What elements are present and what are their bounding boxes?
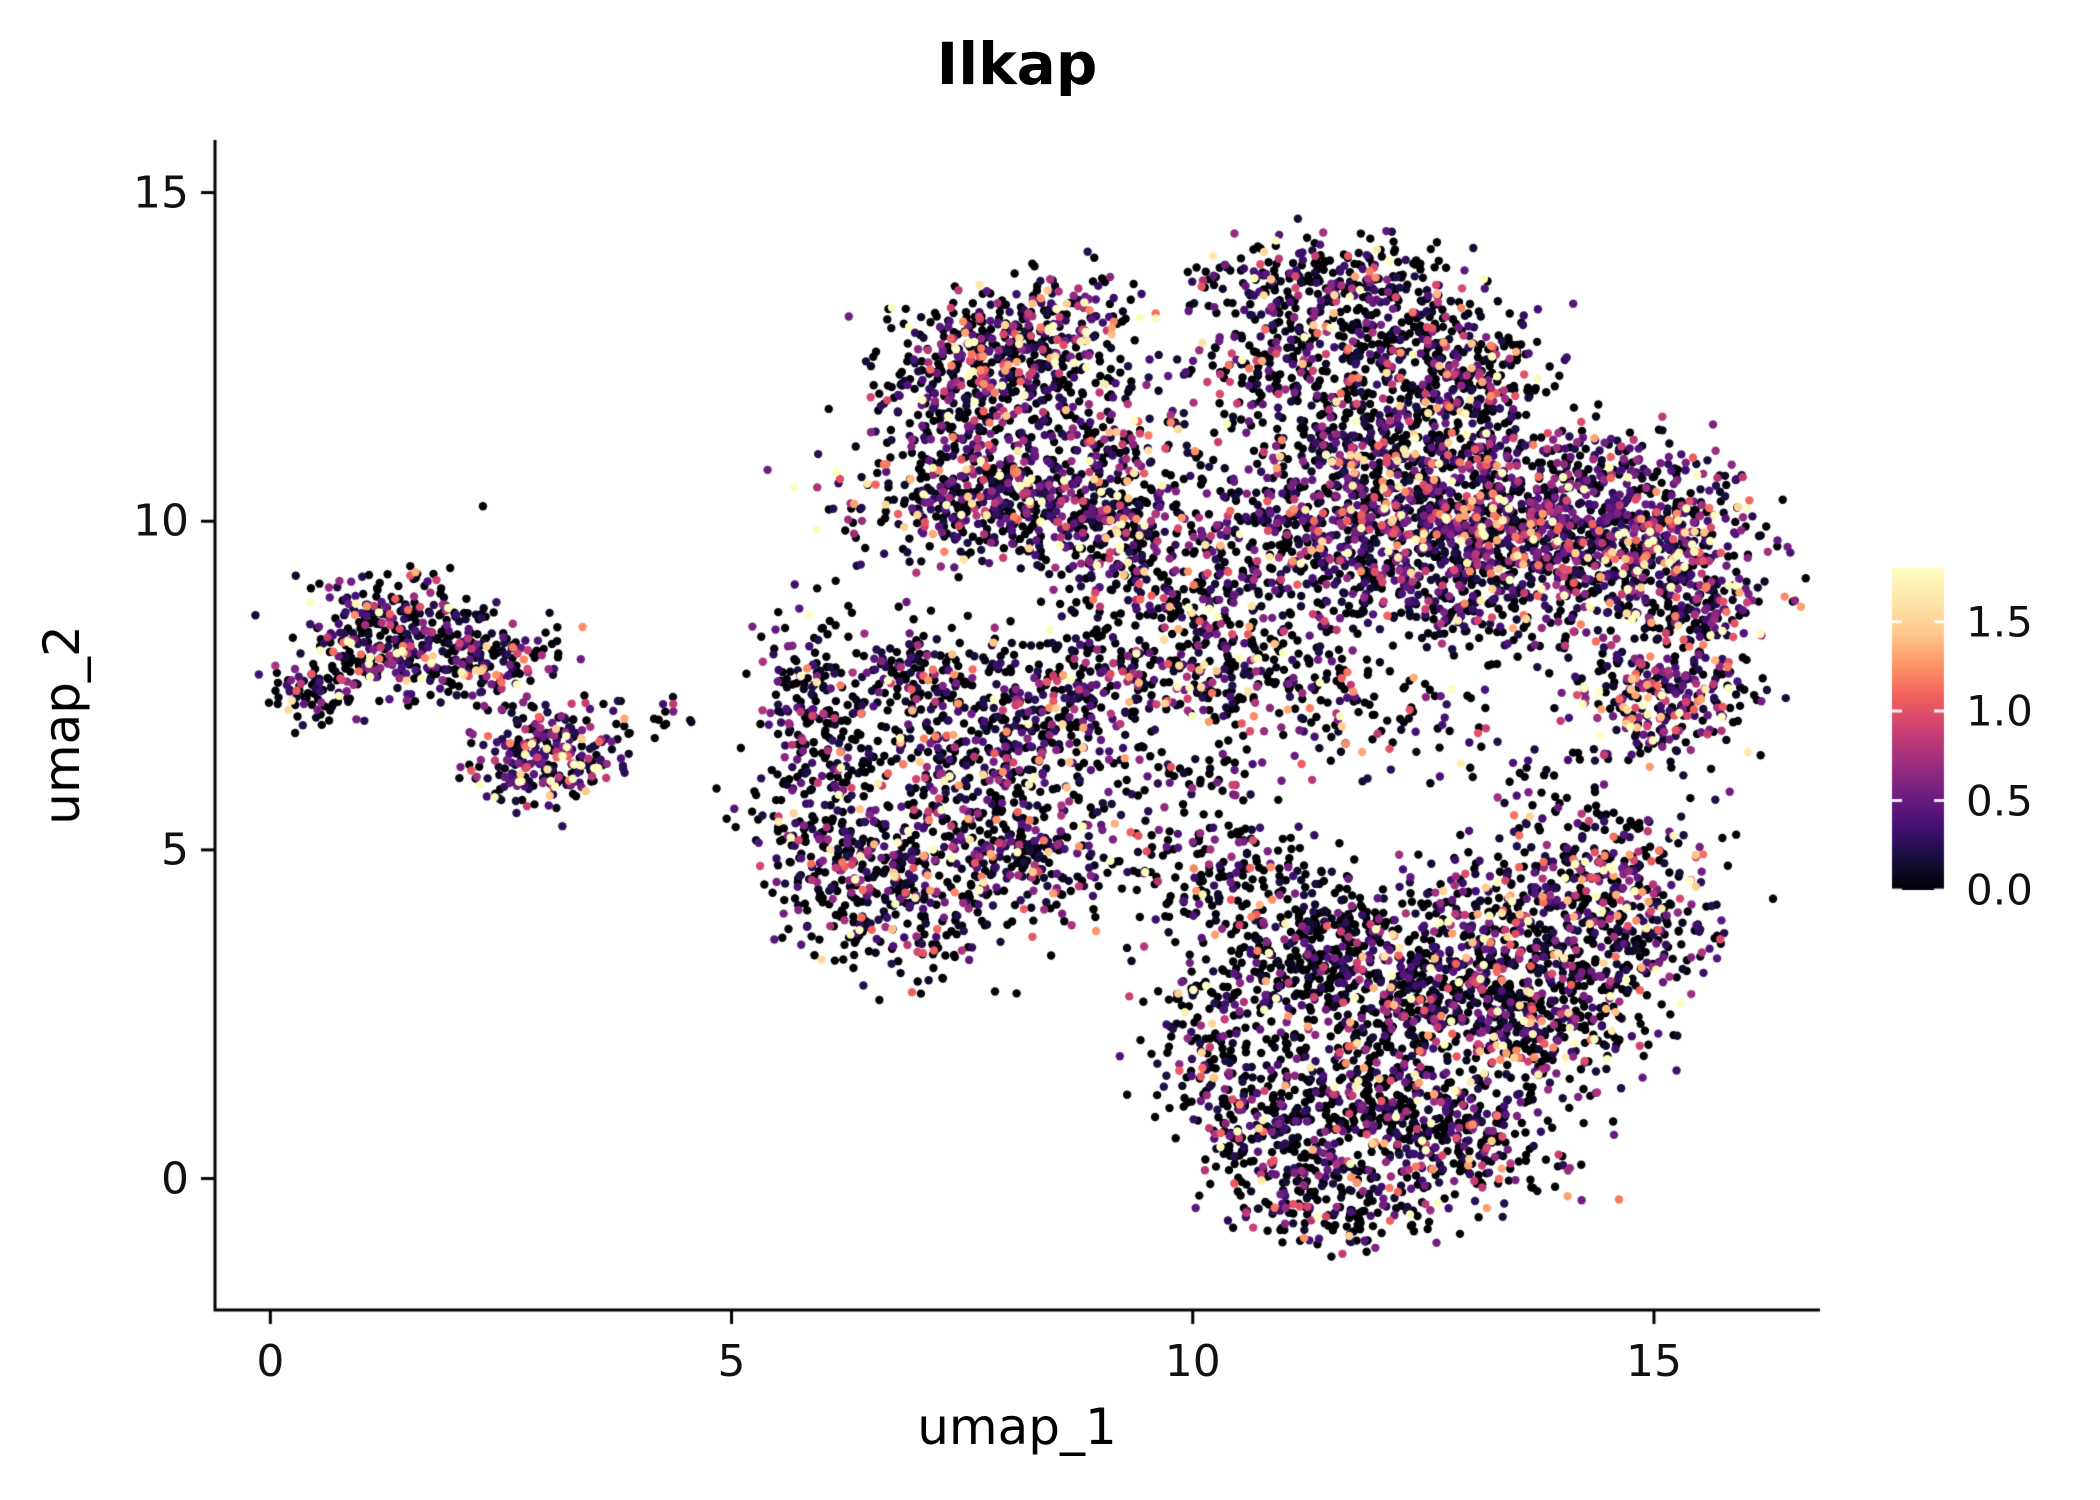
colorbar-tick-label: 1.0: [1966, 686, 2033, 736]
y-tick-label: 5: [161, 824, 189, 876]
x-tick-label: 5: [717, 1336, 746, 1387]
x-tick-label: 10: [1164, 1336, 1221, 1387]
plot-title: Ilkap: [936, 30, 1098, 98]
x-tick-label: 0: [256, 1336, 285, 1387]
colorbar-tick-label: 1.5: [1966, 597, 2033, 647]
colorbar-tick-label: 0.5: [1966, 776, 2033, 826]
y-axis-label: umap_2: [33, 625, 91, 825]
y-tick-label: 10: [133, 495, 189, 547]
y-tick-label: 0: [161, 1153, 189, 1205]
colorbar-tick-label: 0.0: [1966, 865, 2033, 915]
y-tick-label: 15: [133, 167, 189, 219]
x-tick-label: 15: [1625, 1336, 1682, 1387]
x-axis-label: umap_1: [917, 1398, 1117, 1456]
